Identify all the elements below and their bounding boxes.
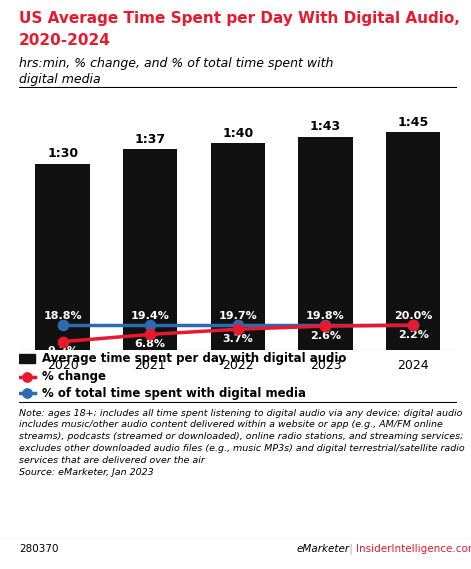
- Point: [24, 373, 31, 382]
- Text: 19.7%: 19.7%: [219, 311, 257, 320]
- Text: 2024: 2024: [397, 359, 429, 372]
- Bar: [211, 143, 265, 350]
- Text: Note: ages 18+; includes all time spent listening to digital audio via any devic: Note: ages 18+; includes all time spent …: [19, 409, 464, 477]
- Bar: [386, 133, 440, 350]
- Bar: [123, 149, 178, 350]
- Text: InsiderIntelligence.com: InsiderIntelligence.com: [356, 543, 471, 554]
- Text: 1:40: 1:40: [222, 127, 253, 140]
- Point: [234, 320, 242, 329]
- Text: 1:43: 1:43: [310, 121, 341, 134]
- Text: 2020-2024: 2020-2024: [19, 33, 111, 48]
- Text: 19.8%: 19.8%: [306, 311, 345, 320]
- Bar: [19, 354, 35, 363]
- Text: % change: % change: [41, 370, 106, 384]
- Point: [146, 330, 154, 339]
- Text: 2022: 2022: [222, 359, 254, 372]
- Text: 1:30: 1:30: [47, 147, 78, 160]
- Text: 1:45: 1:45: [398, 116, 429, 129]
- Text: 280370: 280370: [19, 543, 58, 554]
- Point: [322, 321, 329, 331]
- Point: [59, 320, 66, 329]
- Text: 19.4%: 19.4%: [131, 311, 170, 320]
- Point: [409, 320, 417, 329]
- Text: 18.8%: 18.8%: [43, 311, 82, 320]
- Point: [146, 320, 154, 329]
- Text: 2023: 2023: [309, 359, 341, 372]
- Text: % of total time spent with digital media: % of total time spent with digital media: [41, 386, 306, 399]
- Text: 1:37: 1:37: [135, 133, 166, 146]
- Point: [234, 325, 242, 334]
- Text: 20.0%: 20.0%: [394, 311, 432, 320]
- Text: 3.7%: 3.7%: [222, 334, 253, 344]
- Text: 6.8%: 6.8%: [135, 339, 166, 349]
- Bar: [35, 163, 90, 350]
- Text: 2.6%: 2.6%: [310, 331, 341, 341]
- Text: hrs:min, % change, and % of total time spent with
digital media: hrs:min, % change, and % of total time s…: [19, 57, 333, 86]
- Point: [59, 337, 66, 346]
- Bar: [298, 137, 353, 350]
- Text: 2021: 2021: [134, 359, 166, 372]
- Text: 2.2%: 2.2%: [398, 329, 429, 340]
- Text: US Average Time Spent per Day With Digital Audio,: US Average Time Spent per Day With Digit…: [19, 11, 460, 26]
- Point: [24, 389, 31, 398]
- Text: |: |: [346, 543, 356, 554]
- Text: 9.2%: 9.2%: [47, 346, 78, 356]
- Text: 2020: 2020: [47, 359, 79, 372]
- Point: [409, 320, 417, 329]
- Text: eMarketer: eMarketer: [297, 543, 350, 554]
- Text: Average time spent per day with digital audio: Average time spent per day with digital …: [41, 352, 346, 365]
- Point: [322, 320, 329, 329]
